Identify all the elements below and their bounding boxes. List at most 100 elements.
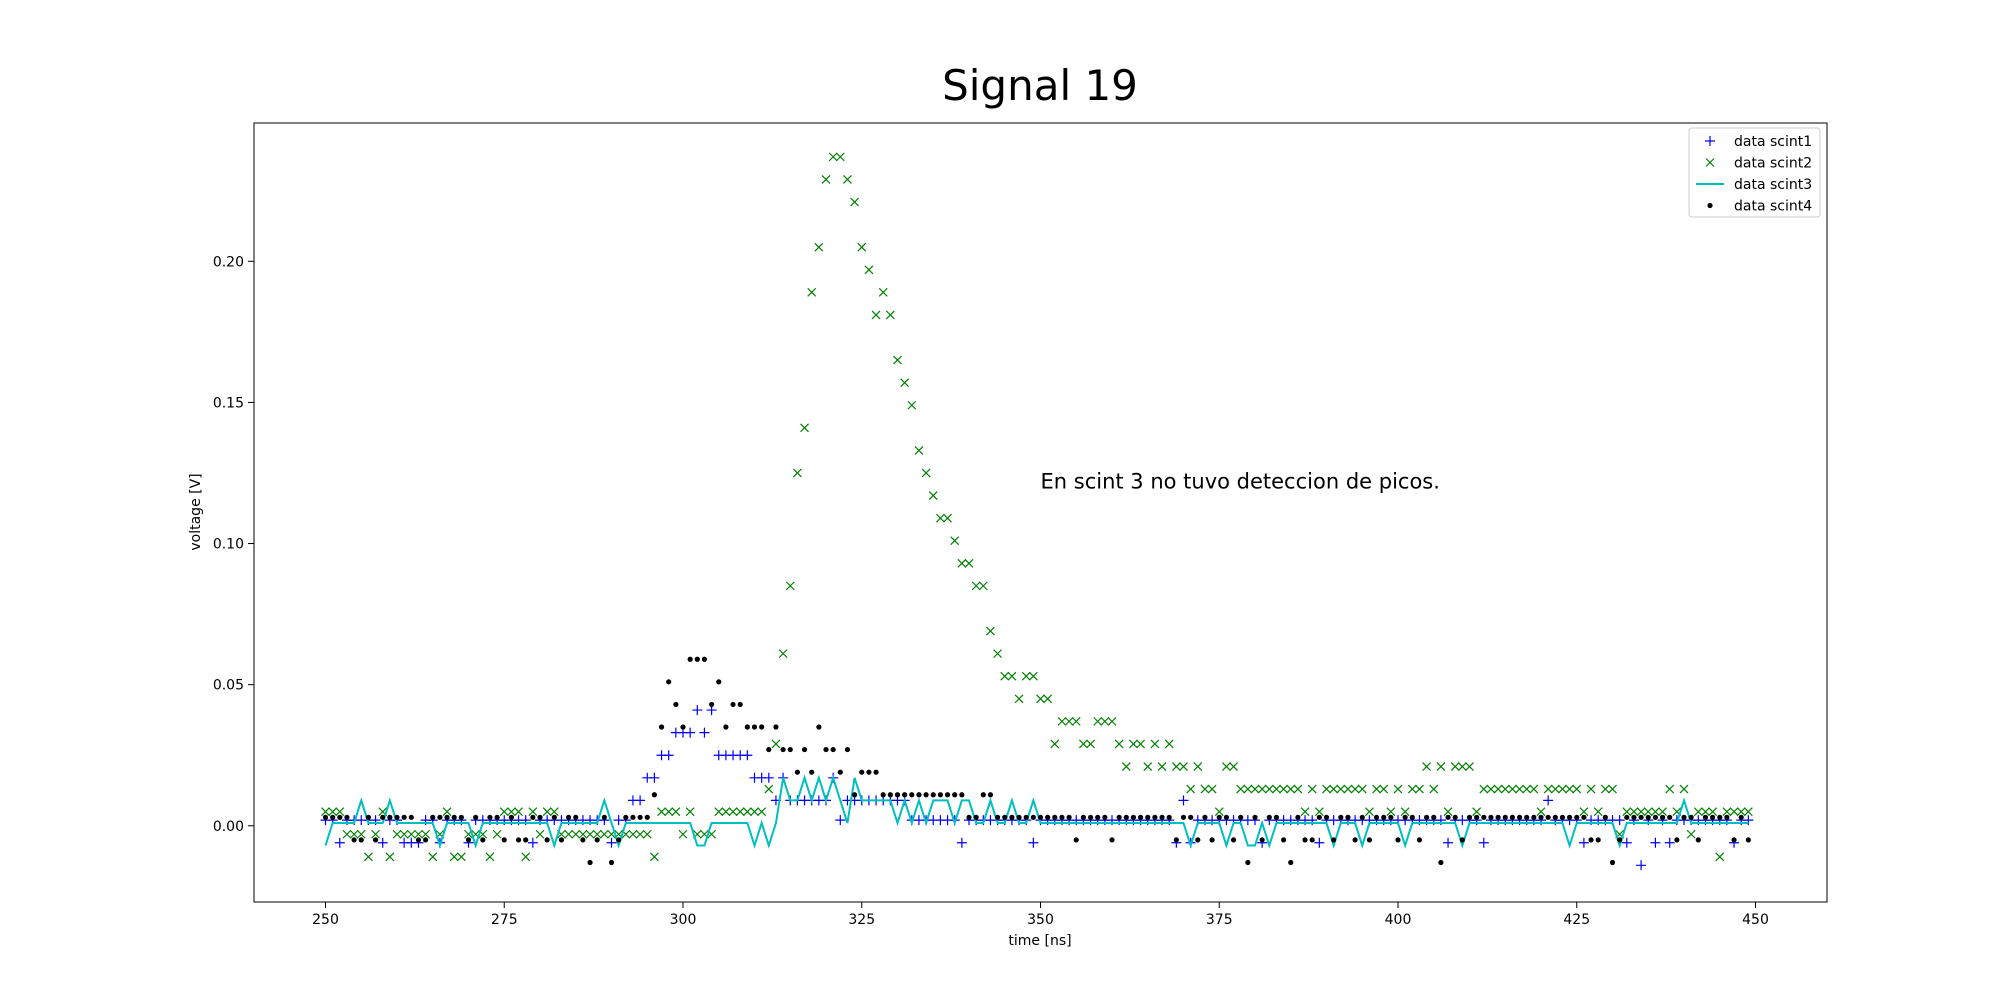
x-marker	[1300, 807, 1310, 817]
dot-marker	[337, 814, 343, 820]
x-marker	[1336, 784, 1346, 794]
dot-marker	[1152, 814, 1158, 820]
dot-marker	[1631, 814, 1637, 820]
y-axis-label: voltage [V]	[188, 473, 204, 550]
x-marker	[1050, 739, 1060, 749]
plus-marker	[835, 815, 846, 826]
dot-marker	[1281, 837, 1287, 843]
x-marker	[1364, 807, 1374, 817]
dot-marker	[1309, 837, 1315, 843]
x-marker	[1293, 784, 1303, 794]
dot-marker	[1495, 814, 1501, 820]
dot-marker	[1652, 814, 1658, 820]
x-marker	[1479, 784, 1489, 794]
dot-marker	[566, 814, 572, 820]
dot-marker	[1116, 814, 1122, 820]
x-marker	[1243, 784, 1253, 794]
x-marker	[442, 807, 452, 817]
x-marker	[885, 310, 895, 320]
x-marker	[592, 829, 602, 839]
x-marker	[1186, 784, 1196, 794]
dot-marker	[1245, 859, 1251, 866]
x-marker	[900, 378, 910, 388]
x-marker	[864, 265, 874, 275]
x-marker	[792, 468, 802, 478]
dot-marker	[544, 837, 550, 843]
x-marker	[1643, 807, 1653, 817]
dot-marker	[709, 701, 715, 708]
x-marker	[735, 807, 745, 817]
plus-marker	[377, 837, 388, 848]
dot-marker	[966, 814, 972, 820]
dot-marker	[1030, 814, 1036, 820]
plus-marker	[1543, 795, 1554, 806]
x-marker	[1372, 784, 1381, 794]
x-marker	[757, 807, 767, 817]
x-marker	[1708, 807, 1718, 817]
dot-marker	[959, 792, 965, 798]
dot-marker	[1216, 814, 1222, 820]
dot-marker	[1552, 814, 1558, 820]
x-marker	[421, 829, 431, 839]
dot-marker	[1602, 814, 1608, 820]
x-marker	[1272, 784, 1281, 794]
dot-marker	[1223, 814, 1229, 820]
dot-marker	[923, 792, 929, 798]
dot-marker	[809, 769, 815, 775]
dot-marker	[1731, 837, 1737, 843]
dot-marker	[780, 746, 786, 753]
x-marker	[821, 175, 831, 184]
dot-marker	[859, 769, 865, 775]
dot-marker	[1459, 837, 1465, 843]
x-marker	[1558, 784, 1567, 794]
x-marker	[893, 355, 902, 365]
dot-marker	[387, 814, 393, 820]
dot-marker	[1402, 814, 1408, 820]
dot-marker	[515, 837, 522, 843]
legend: data scint1 data scint2 data scint3 data sc…	[1688, 127, 1821, 218]
x-marker	[449, 852, 459, 862]
x-marker	[1043, 694, 1053, 704]
x-marker	[1507, 784, 1517, 794]
dot-marker	[1609, 859, 1616, 866]
dot-marker	[1567, 814, 1573, 820]
dot-marker	[1388, 814, 1394, 820]
x-marker	[957, 558, 967, 568]
plus-marker	[1621, 837, 1632, 848]
x-tick-label: 325	[848, 912, 875, 928]
dot-marker	[1445, 814, 1451, 820]
dot-marker	[1123, 814, 1129, 820]
dot-marker	[465, 837, 472, 843]
x-marker	[1715, 852, 1725, 862]
x-marker	[664, 807, 674, 817]
dot-marker	[1266, 814, 1272, 820]
dot-marker	[473, 814, 479, 820]
dot-marker	[401, 814, 407, 820]
x-marker	[414, 829, 423, 839]
x-marker	[964, 558, 974, 568]
x-marker	[1736, 807, 1746, 817]
dot-marker	[444, 814, 450, 820]
dot-marker	[1466, 814, 1473, 820]
dot-marker	[816, 724, 822, 730]
dot-marker	[1180, 814, 1187, 820]
dot-marker	[1416, 837, 1423, 843]
dot-marker	[887, 792, 893, 798]
x-marker	[1028, 671, 1038, 681]
legend-label: data scint3	[1734, 177, 1812, 193]
x-marker	[1722, 807, 1732, 817]
x-marker	[742, 807, 752, 817]
x-marker	[1743, 807, 1753, 817]
x-marker	[564, 829, 574, 839]
x-marker	[321, 807, 330, 817]
x-marker	[499, 807, 509, 817]
dot-marker	[530, 814, 536, 820]
x-marker	[1100, 716, 1110, 726]
dot-marker	[580, 837, 586, 843]
dot-marker	[687, 656, 693, 662]
x-marker	[1593, 807, 1603, 817]
x-marker	[1007, 671, 1017, 681]
x-marker	[1629, 807, 1639, 817]
x-marker	[1250, 784, 1260, 794]
